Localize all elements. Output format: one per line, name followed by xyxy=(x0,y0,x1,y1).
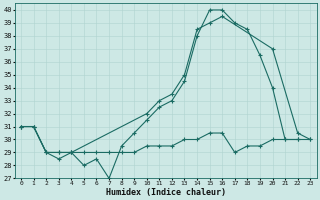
X-axis label: Humidex (Indice chaleur): Humidex (Indice chaleur) xyxy=(106,188,226,197)
